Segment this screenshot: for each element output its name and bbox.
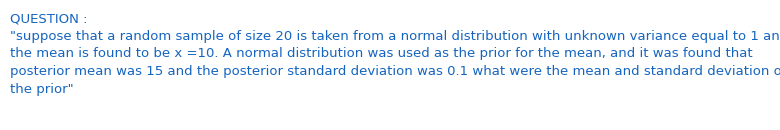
Text: "suppose that a random sample of size 20 is taken from a normal distribution wit: "suppose that a random sample of size 20… bbox=[10, 30, 780, 96]
Text: QUESTION :: QUESTION : bbox=[10, 12, 87, 25]
